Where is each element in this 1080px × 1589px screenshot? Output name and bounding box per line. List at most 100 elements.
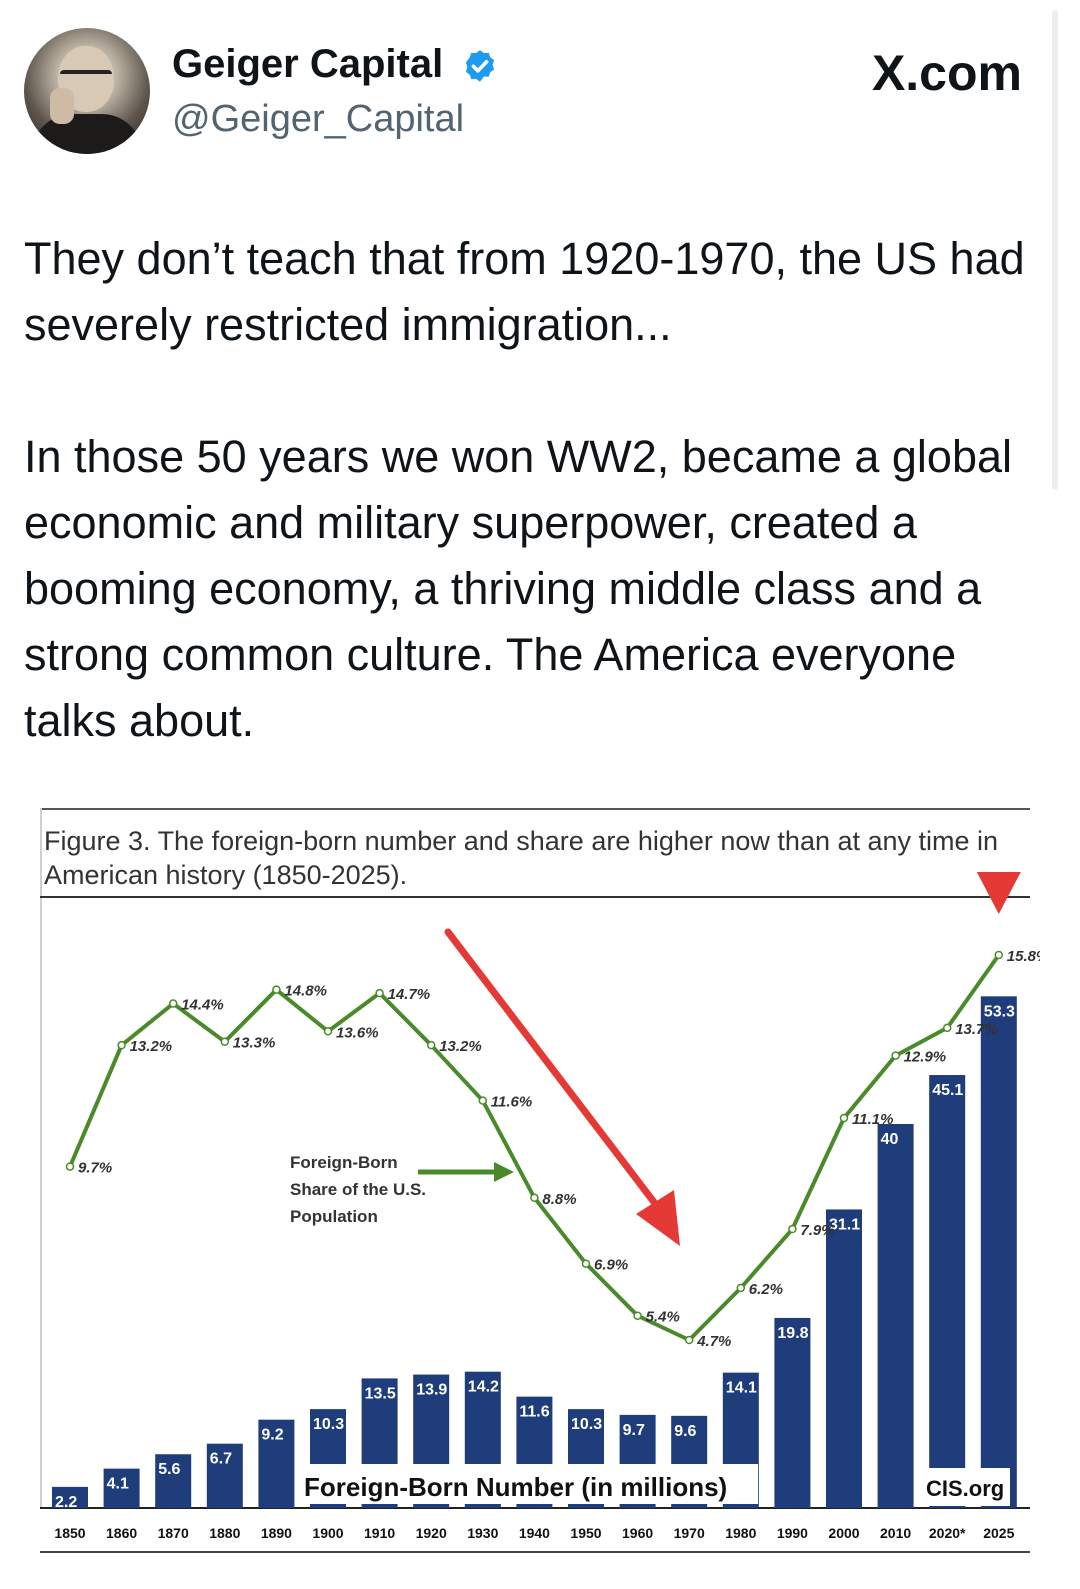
- x-tick-label: 1960: [622, 1525, 653, 1541]
- bar-value-label: 53.3: [984, 1003, 1015, 1020]
- share-point: [65, 1162, 75, 1171]
- share-point: [581, 1259, 591, 1268]
- share-value-label: 14.8%: [284, 983, 327, 1000]
- x-tick-label: 2010: [880, 1525, 911, 1541]
- share-point: [633, 1311, 642, 1320]
- source-label: CIS.org: [926, 1476, 1004, 1501]
- share-value-label: 15.8%: [1007, 948, 1040, 965]
- bar-value-label: 45.1: [932, 1082, 963, 1099]
- scrollbar[interactable]: [1052, 10, 1058, 490]
- x-tick-label: 1950: [570, 1525, 601, 1541]
- figure-title: Figure 3. The foreign-born number and sh…: [44, 826, 999, 890]
- bar-value-label: 2.2: [55, 1494, 77, 1511]
- bar-value-label: 14.1: [726, 1380, 757, 1397]
- share-value-label: 13.6%: [336, 1024, 379, 1041]
- x-tick-label: 1870: [158, 1525, 189, 1541]
- x-tick-label: 1900: [312, 1525, 343, 1541]
- share-value-label: 13.2%: [130, 1038, 173, 1055]
- source-logo: X.com: [871, 45, 1022, 101]
- source-bg: [920, 1468, 1010, 1506]
- x-tick-label: 1890: [261, 1525, 292, 1541]
- share-value-label: 13.3%: [233, 1035, 276, 1052]
- chart-figure: Figure 3. The foreign-born number and sh…: [40, 800, 1040, 1580]
- bar: [877, 1124, 914, 1508]
- bar-value-label: 13.5: [365, 1385, 396, 1402]
- number-label-bg: [298, 1464, 758, 1504]
- share-point: [375, 988, 384, 998]
- share-value-label: 6.9%: [594, 1257, 628, 1274]
- bar: [103, 1468, 140, 1508]
- x-tick-label: 1930: [467, 1525, 498, 1541]
- x-tick-label: 1850: [54, 1525, 85, 1541]
- share-point: [736, 1283, 746, 1293]
- bar: [206, 1443, 243, 1508]
- bar: [980, 996, 1017, 1508]
- number-series-label: Foreign-Born Number (in millions): [304, 1472, 727, 1502]
- x-tick-label: 2025: [983, 1525, 1014, 1541]
- share-point: [168, 999, 178, 1008]
- share-point: [839, 1113, 849, 1123]
- share-value-label: 5.4%: [646, 1309, 680, 1326]
- bar-value-label: 19.8: [777, 1325, 808, 1342]
- share-point: [684, 1335, 694, 1345]
- bar-value-label: 9.7: [623, 1422, 645, 1439]
- share-value-label: 13.2%: [439, 1038, 482, 1055]
- share-value-label: 7.9%: [800, 1222, 834, 1239]
- post-paragraph: They don’t teach that from 1920-1970, th…: [24, 233, 1025, 350]
- share-point: [478, 1096, 488, 1105]
- share-value-label: 4.7%: [696, 1333, 731, 1350]
- bar-value-label: 10.3: [571, 1416, 602, 1433]
- share-point: [426, 1040, 436, 1050]
- x-tick-label: 1910: [364, 1525, 395, 1541]
- verified-badge-icon: [465, 50, 495, 82]
- share-value-label: 11.6%: [491, 1094, 532, 1111]
- share-series-label: Foreign-Born Share of the U.S. Population: [290, 1153, 426, 1226]
- x-tick-label: 1940: [519, 1525, 550, 1541]
- share-point: [220, 1037, 230, 1046]
- bar-value-label: 5.6: [158, 1461, 180, 1478]
- post-text: They don’t teach that from 1920-1970, th…: [24, 226, 1034, 754]
- x-tick-label: 1860: [106, 1525, 137, 1541]
- handle[interactable]: @Geiger_Capital: [172, 98, 465, 140]
- share-value-label: 12.9%: [904, 1049, 947, 1066]
- share-value-label: 13.7%: [955, 1021, 998, 1038]
- post-paragraph: In those 50 years we won WW2, became a g…: [24, 431, 1013, 746]
- avatar[interactable]: [24, 28, 150, 154]
- share-value-label: 14.4%: [181, 997, 224, 1014]
- share-point: [788, 1224, 797, 1234]
- x-tick-label: 1880: [209, 1525, 240, 1541]
- chart: 2.2 1850 4.1 1860 5.6 1870 6.7 1880 9.2 1890 10.3 1…: [40, 872, 1040, 1553]
- bar: [826, 1209, 862, 1508]
- bar-value-label: 40: [881, 1131, 899, 1148]
- share-point: [994, 950, 1004, 960]
- share-point: [891, 1051, 900, 1060]
- red-arrow-head: [636, 1190, 680, 1246]
- share-point: [530, 1193, 539, 1203]
- display-name[interactable]: Geiger Capital: [172, 42, 444, 86]
- bar-value-label: 9.2: [261, 1427, 283, 1444]
- x-tick-label: 1980: [725, 1525, 756, 1541]
- x-tick-label: 1990: [777, 1525, 808, 1541]
- share-point: [942, 1023, 952, 1033]
- share-value-label: 8.8%: [542, 1191, 576, 1208]
- red-marker-icon: [976, 872, 1021, 914]
- bar-value-label: 6.7: [210, 1451, 232, 1468]
- red-arrow-shaft: [444, 928, 664, 1214]
- bar-value-label: 14.2: [468, 1379, 499, 1396]
- share-value-label: 9.7%: [78, 1160, 112, 1177]
- bar-value-label: 11.6: [519, 1404, 549, 1421]
- bar: [52, 1486, 88, 1508]
- share-point: [117, 1040, 126, 1050]
- x-tick-label: 2000: [828, 1525, 859, 1541]
- x-tick-label: 1920: [416, 1525, 447, 1541]
- share-point: [272, 985, 281, 994]
- share-value-label: 6.2%: [749, 1281, 783, 1298]
- bar: [774, 1317, 811, 1508]
- bar-value-label: 10.3: [313, 1416, 344, 1433]
- x-tick-label: 1970: [674, 1525, 705, 1541]
- share-value-label: 14.7%: [388, 986, 431, 1003]
- share-value-label: 11.1%: [852, 1111, 893, 1128]
- bar-value-label: 9.6: [674, 1423, 696, 1440]
- share-point: [323, 1027, 333, 1036]
- bar: [258, 1419, 295, 1508]
